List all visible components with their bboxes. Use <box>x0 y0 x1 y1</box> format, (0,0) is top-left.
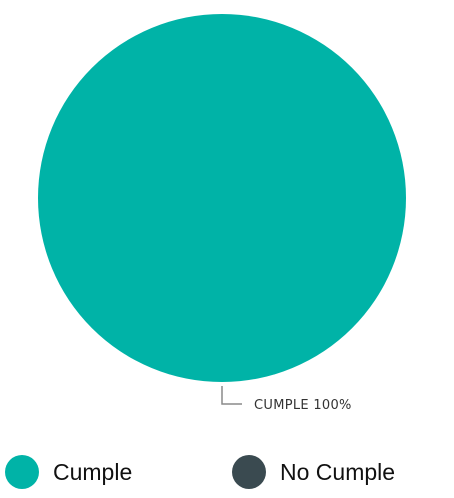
data-label-cumple: CUMPLE 100% <box>254 398 352 413</box>
pie-slice-cumple[interactable] <box>38 14 406 382</box>
legend-label-no-cumple: No Cumple <box>280 458 396 485</box>
pie-chart-plot: CUMPLE 100% <box>38 14 406 413</box>
pie-slices <box>38 14 406 382</box>
chart-legend: Cumple No Cumple <box>0 452 454 492</box>
data-label-leader-line <box>221 386 242 405</box>
legend-swatch-cumple <box>5 455 39 489</box>
legend-swatch-no-cumple <box>232 455 266 489</box>
legend-label-cumple: Cumple <box>53 458 133 485</box>
legend-item-no-cumple[interactable]: No Cumple <box>232 452 395 492</box>
legend-item-cumple[interactable]: Cumple <box>5 452 132 492</box>
